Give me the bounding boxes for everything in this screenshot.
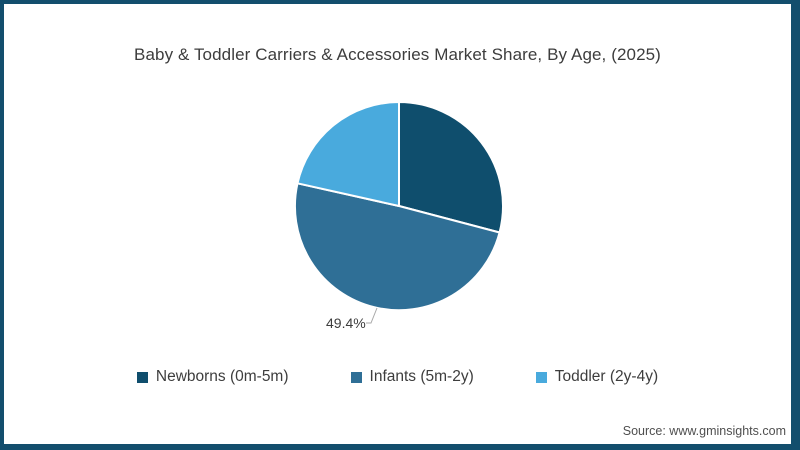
pie-chart bbox=[293, 101, 504, 324]
chart-title: Baby & Toddler Carriers & Accessories Ma… bbox=[134, 45, 661, 64]
legend-item-1[interactable]: Infants (5m-2y) bbox=[350, 368, 474, 386]
legend-swatch-icon bbox=[136, 371, 148, 383]
legend-swatch-icon bbox=[350, 371, 362, 383]
label-leader-line bbox=[366, 307, 378, 324]
legend-label: Infants (5m-2y) bbox=[369, 368, 474, 385]
legend-item-0[interactable]: Newborns (0m-5m) bbox=[136, 368, 289, 386]
pie-slice-1[interactable] bbox=[293, 182, 501, 312]
source-attribution: Source: www.gminsights.com bbox=[622, 424, 786, 438]
legend: Newborns (0m-5m) Infants (5m-2y) Toddler (… bbox=[4, 368, 791, 386]
slice-percent-label: 49.4% bbox=[326, 315, 366, 331]
legend-item-2[interactable]: Toddler (2y-4y) bbox=[535, 368, 659, 386]
pie-slice-0[interactable] bbox=[398, 101, 504, 234]
legend-label: Toddler (2y-4y) bbox=[554, 368, 659, 385]
pie-slice-2[interactable] bbox=[296, 101, 400, 207]
legend-swatch-icon bbox=[535, 371, 547, 383]
legend-label: Newborns (0m-5m) bbox=[155, 368, 289, 385]
